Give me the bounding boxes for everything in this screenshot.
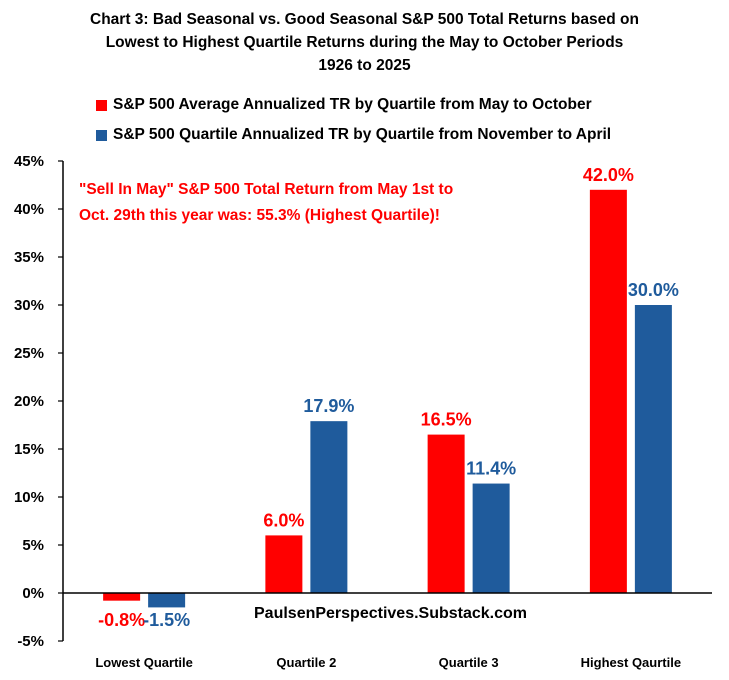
chart-title-line-2: Lowest to Highest Quartile Returns durin… [105,34,624,51]
bar-november-april [310,421,348,593]
y-tick-label: 30% [14,297,44,314]
y-tick-label: 40% [14,201,44,218]
data-label-may-october: 42.0% [583,165,634,185]
data-label-may-october: 16.5% [421,410,472,430]
data-label-november-april: 30.0% [628,280,679,300]
annotation-line-1: "Sell In May" S&P 500 Total Return from … [79,181,454,198]
data-label-november-april: -1.5% [143,610,190,630]
y-tick-label: 10% [14,489,44,506]
bar-november-april [148,593,186,608]
y-tick-label: -5% [17,633,44,650]
annotation-line-2: Oct. 29th this year was: 55.3% (Highest … [79,207,440,224]
legend-label-november-april: S&P 500 Quartile Annualized TR by Quarti… [113,126,612,143]
bar-may-october [427,434,465,593]
y-tick-label: 0% [22,585,44,602]
bar-may-october [589,189,627,594]
watermark-text: PaulsenPerspectives.Substack.com [254,605,528,622]
chart-title-line-3: 1926 to 2025 [318,57,411,74]
bar-november-april [634,305,672,593]
legend-swatch-may-october [96,99,107,111]
x-category-label: Lowest Quartile [95,655,193,670]
bar-may-october [265,535,303,593]
data-label-may-october: 6.0% [263,510,304,530]
x-category-label: Highest Qaurtile [581,655,681,670]
y-tick-label: 20% [14,393,44,410]
legend-item-november-april: S&P 500 Quartile Annualized TR by Quarti… [96,125,611,145]
bar-november-april [472,483,510,593]
data-label-november-april: 17.9% [303,396,354,416]
data-label-november-april: 11.4% [466,459,516,479]
legend-swatch-november-april [96,129,107,141]
chart-title: Chart 3: Bad Seasonal vs. Good Seasonal … [0,8,729,77]
y-tick-label: 5% [22,537,44,554]
bar-may-october [103,593,141,601]
y-tick-label: 15% [14,441,44,458]
y-tick-label: 45% [14,153,44,170]
x-category-label: Quartile 3 [439,655,499,670]
legend-item-may-october: S&P 500 Average Annualized TR by Quartil… [96,95,592,115]
data-label-may-october: -0.8% [98,610,145,630]
y-tick-label: 35% [14,249,44,266]
legend-label-may-october: S&P 500 Average Annualized TR by Quartil… [113,96,592,113]
y-tick-label: 25% [14,345,44,362]
x-category-label: Quartile 2 [276,655,336,670]
chart-title-line-1: Chart 3: Bad Seasonal vs. Good Seasonal … [90,11,639,28]
